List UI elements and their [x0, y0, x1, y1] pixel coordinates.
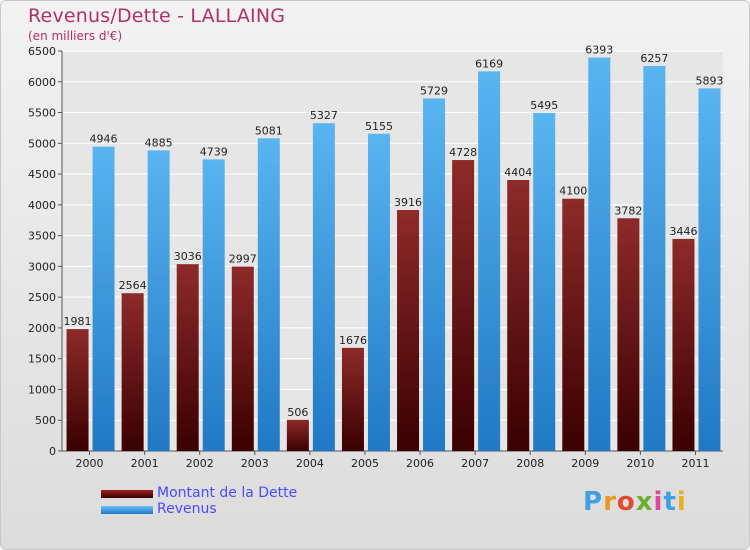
y-tick-label: 500 [35, 414, 56, 427]
x-tick-label: 2008 [516, 457, 544, 470]
x-tick-label: 2007 [461, 457, 489, 470]
y-tick-label: 2500 [28, 291, 56, 304]
data-label-revenus: 5893 [695, 74, 723, 87]
logo-letter: o [616, 487, 636, 517]
legend-swatch-dette [101, 490, 153, 498]
bar-dette [617, 218, 640, 451]
bar-revenus [202, 159, 225, 451]
data-label-dette: 4404 [504, 166, 532, 179]
proxiti-logo: Proxiti [583, 487, 687, 517]
legend-swatch-revenus [101, 506, 153, 514]
bar-dette [672, 238, 695, 451]
x-tick-label: 2006 [406, 457, 434, 470]
x-tick-label: 2002 [186, 457, 214, 470]
legend-label-revenus: Revenus [157, 501, 217, 517]
bar-revenus [643, 65, 666, 451]
data-label-dette: 2997 [229, 253, 257, 266]
bar-dette [341, 347, 364, 451]
x-tick-label: 2003 [241, 457, 269, 470]
bar-dette [452, 160, 475, 452]
plot-area [62, 51, 723, 451]
bar-revenus [92, 146, 115, 451]
bar-dette [562, 198, 585, 451]
logo-letter: i [676, 487, 687, 517]
data-label-dette: 4728 [449, 146, 477, 159]
y-tick-label: 5500 [28, 107, 56, 120]
bar-dette [231, 266, 254, 451]
logo-letter: i [653, 487, 664, 517]
bar-revenus [588, 57, 611, 451]
y-tick-label: 0 [49, 445, 56, 458]
bar-revenus [367, 133, 390, 451]
x-tick-label: 2001 [131, 457, 159, 470]
y-tick-label: 6500 [28, 45, 56, 58]
logo-letter: x [635, 487, 654, 517]
y-tick-label: 4000 [28, 199, 56, 212]
data-label-revenus: 6169 [475, 57, 503, 70]
y-tick-label: 1000 [28, 383, 56, 396]
bar-revenus [698, 88, 721, 451]
data-label-revenus: 5155 [365, 120, 393, 133]
y-tick-label: 4500 [28, 168, 56, 181]
y-tick-label: 5000 [28, 137, 56, 150]
x-tick-label: 2000 [76, 457, 104, 470]
bar-dette [66, 329, 89, 451]
bar-revenus [533, 112, 556, 451]
data-label-revenus: 5081 [255, 124, 283, 137]
data-label-revenus: 4946 [90, 133, 118, 146]
data-label-dette: 1981 [64, 315, 92, 328]
data-label-revenus: 4885 [145, 136, 173, 149]
data-label-revenus: 6393 [585, 44, 613, 57]
x-tick-label: 2010 [626, 457, 654, 470]
data-label-dette: 3782 [614, 204, 642, 217]
chart-title: Revenus/Dette - LALLAING [28, 5, 286, 27]
x-tick-label: 2005 [351, 457, 379, 470]
legend-label-dette: Montant de la Dette [157, 485, 298, 501]
bar-revenus [478, 71, 501, 451]
data-label-dette: 3446 [669, 225, 697, 238]
chart-subtitle: (en milliers d'€) [28, 29, 123, 43]
bar-revenus [257, 138, 280, 452]
logo-letter: P [583, 487, 604, 517]
data-label-dette: 3916 [394, 196, 422, 209]
logo-letter: r [603, 487, 617, 517]
bar-dette [507, 179, 530, 451]
x-tick-label: 2009 [571, 457, 599, 470]
bar-revenus [423, 98, 446, 451]
y-tick-label: 3500 [28, 230, 56, 243]
bar-revenus [147, 150, 170, 451]
logo-letter: t [663, 487, 677, 517]
bar-dette [397, 210, 420, 451]
y-tick-label: 6000 [28, 76, 56, 89]
data-label-revenus: 4739 [200, 145, 228, 158]
bar-revenus [312, 123, 335, 451]
bar-dette [176, 264, 199, 451]
data-label-dette: 4100 [559, 185, 587, 198]
data-label-dette: 3036 [174, 250, 202, 263]
data-label-revenus: 5495 [530, 99, 558, 112]
data-label-revenus: 6257 [640, 52, 668, 65]
y-tick-label: 1500 [28, 353, 56, 366]
x-tick-label: 2011 [681, 457, 709, 470]
y-tick-label: 2000 [28, 322, 56, 335]
data-label-dette: 506 [287, 406, 308, 419]
bar-dette [121, 293, 144, 451]
data-label-dette: 1676 [339, 334, 367, 347]
x-tick-label: 2004 [296, 457, 324, 470]
data-label-dette: 2564 [119, 279, 147, 292]
data-label-revenus: 5729 [420, 84, 448, 97]
y-tick-label: 3000 [28, 260, 56, 273]
bar-dette [286, 419, 309, 451]
data-label-revenus: 5327 [310, 109, 338, 122]
